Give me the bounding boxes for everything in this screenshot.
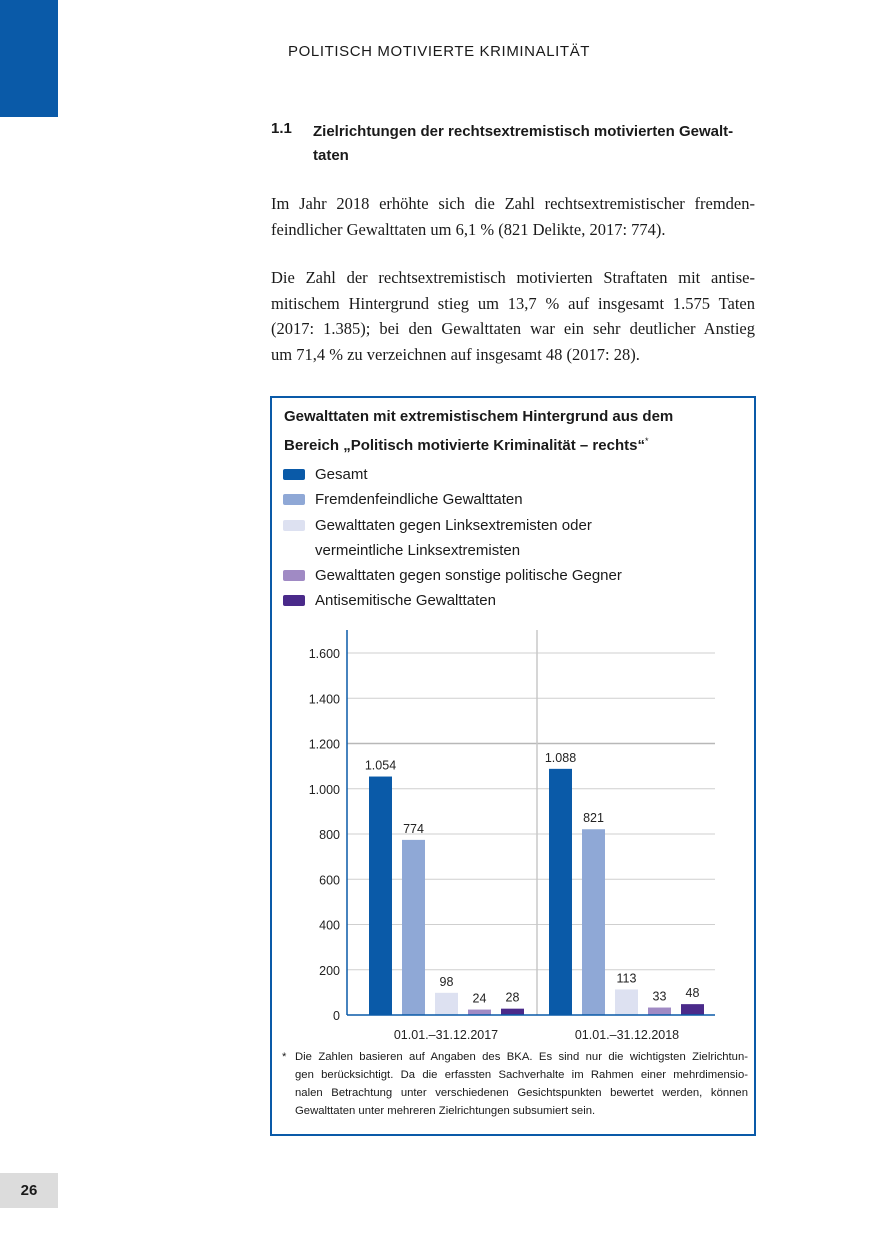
y-tick-label: 800 <box>319 828 340 842</box>
paragraph: Im Jahr 2018 erhöhte sich die Zahl recht… <box>271 191 755 242</box>
paragraph-line: feindlicher Gewalttaten um 6,1 % (821 De… <box>271 219 666 239</box>
bar <box>369 776 392 1015</box>
data-label: 98 <box>440 975 454 989</box>
section-number: 1.1 <box>271 120 292 137</box>
section-title: Zielrichtungen der rechtsextremistisch m… <box>313 120 753 168</box>
paragraph-line: mitischem Hintergrund stieg um 13,7 % au… <box>271 293 755 313</box>
paragraph-line: Im Jahr 2018 erhöhte sich die Zahl recht… <box>271 194 755 213</box>
legend-item: Gewalttaten gegen sonstige politische Ge… <box>283 563 622 588</box>
paragraph-line: (2017: 1.385); bei den Gewalttaten war e… <box>271 319 755 338</box>
footnote-line: Die Zahlen basieren auf Angaben des BKA.… <box>295 1051 748 1063</box>
data-label: 33 <box>653 990 667 1004</box>
y-tick-label: 400 <box>319 919 340 933</box>
y-tick-label: 1.200 <box>309 738 340 752</box>
legend-swatch <box>283 494 305 506</box>
bar <box>468 1009 491 1015</box>
data-label: 24 <box>473 992 487 1006</box>
bar <box>681 1004 704 1015</box>
data-label: 48 <box>686 986 700 1000</box>
legend-swatch <box>283 519 305 531</box>
chapter-color-tab <box>0 0 58 117</box>
data-label: 28 <box>506 991 520 1005</box>
bar <box>549 768 572 1015</box>
legend-item: Gesamt <box>283 462 622 487</box>
y-tick-label: 200 <box>319 964 340 978</box>
footnote-line: nalen Betrachtung unter verschiedenen Ge… <box>295 1087 748 1099</box>
y-tick-label: 1.600 <box>309 647 340 661</box>
legend: Gesamt Fremdenfeindliche Gewalttaten Gew… <box>283 462 622 614</box>
paragraph-line: um 71,4 % zu verzeichnen auf insgesamt 4… <box>271 344 640 364</box>
legend-item: Gewalttaten gegen Linksextremisten oder v… <box>283 513 622 564</box>
legend-label-line: Gewalttaten gegen Linksextremisten oder <box>315 516 592 534</box>
section-title-line: Zielrichtungen der rechtsextremistisch m… <box>313 123 734 140</box>
legend-label: Gewalttaten gegen Linksextremisten oder v… <box>315 513 592 564</box>
footnote-line: gen berücksichtigt. Da die erfassten Sac… <box>295 1069 748 1081</box>
legend-item: Antisemitische Gewalttaten <box>283 588 622 613</box>
page-number: 26 <box>0 1173 58 1208</box>
footnote-line: Gewalttaten unter mehreren Zielrichtunge… <box>295 1105 596 1117</box>
footnote-marker: * <box>644 436 649 446</box>
y-tick-label: 600 <box>319 873 340 887</box>
running-head: POLITISCH MOTIVIERTE KRIMINALITÄT <box>288 43 591 60</box>
y-tick-label: 1.400 <box>309 692 340 706</box>
bar <box>615 989 638 1015</box>
paragraph: Die Zahl der rechtsextremistisch motivie… <box>271 265 755 367</box>
chart-title-line: Gewalttaten mit extremistischem Hintergr… <box>284 408 674 425</box>
paragraph-line: Die Zahl der rechtsextremistisch motivie… <box>271 268 755 287</box>
footnote-marker: * <box>282 1051 287 1063</box>
bar-chart: 0 200 400 600 800 1.000 1.200 1.400 1.600 1.054 77… <box>309 630 715 1042</box>
bar <box>501 1008 524 1015</box>
legend-item: Fremdenfeindliche Gewalttaten <box>283 487 622 512</box>
data-label: 1.054 <box>365 759 396 773</box>
x-tick-label: 01.01.–31.12.2017 <box>394 1028 498 1042</box>
data-label: 1.088 <box>545 751 576 765</box>
data-label: 774 <box>403 822 424 836</box>
legend-label: Fremdenfeindliche Gewalttaten <box>315 491 523 509</box>
legend-label: Gewalttaten gegen sonstige politische Ge… <box>315 567 622 585</box>
section-title-line: taten <box>313 147 349 164</box>
legend-swatch <box>283 595 305 607</box>
legend-label: Gesamt <box>315 466 368 483</box>
footnote: * Die Zahlen basieren auf Angaben des BK… <box>282 1048 748 1120</box>
bar <box>435 992 458 1015</box>
x-tick-label: 01.01.–31.12.2018 <box>575 1028 679 1042</box>
data-label: 821 <box>583 811 604 825</box>
data-label: 113 <box>617 971 637 985</box>
chart-title: Gewalttaten mit extremistischem Hintergr… <box>284 404 744 458</box>
bar <box>648 1007 671 1015</box>
chart-title-line: Bereich „Politisch motivierte Kriminalit… <box>284 437 645 454</box>
legend-swatch <box>283 570 305 582</box>
y-tick-label: 0 <box>333 1009 340 1023</box>
bar <box>402 839 425 1015</box>
legend-label-line: vermeintliche Linksextremisten <box>315 541 521 559</box>
legend-swatch <box>283 469 305 480</box>
y-tick-label: 1.000 <box>309 783 340 797</box>
chart-box: 0 200 400 600 800 1.000 1.200 1.400 1.600 1.054 77… <box>270 396 756 1136</box>
bar <box>582 829 605 1015</box>
legend-label: Antisemitische Gewalttaten <box>315 592 496 610</box>
